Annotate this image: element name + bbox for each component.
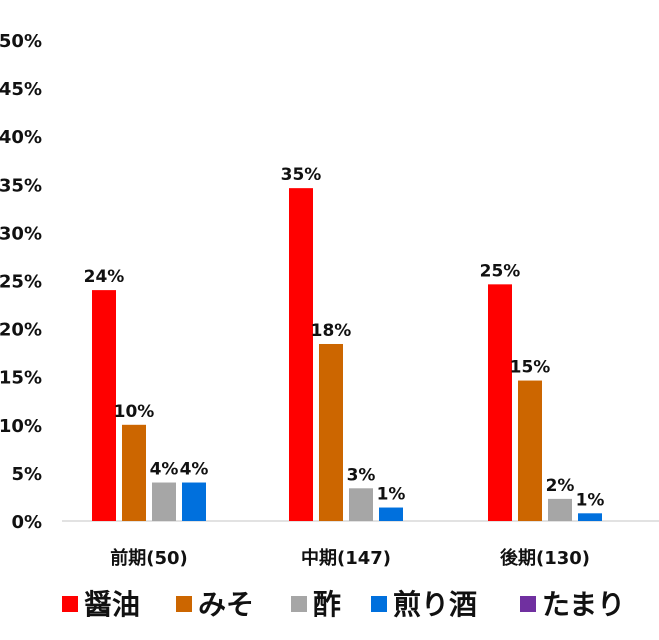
- bar: [152, 482, 176, 521]
- bar: [122, 424, 146, 521]
- y-tick-label: 45%: [0, 79, 42, 100]
- y-tick-label: 35%: [0, 175, 42, 196]
- legend-swatch: [291, 596, 307, 612]
- bar: [319, 343, 343, 521]
- legend-label: みそ: [198, 588, 254, 621]
- y-tick-label: 30%: [0, 223, 42, 244]
- data-label: 35%: [281, 165, 322, 185]
- y-tick-label: 40%: [0, 127, 42, 148]
- bar: [349, 488, 373, 521]
- bar: [518, 380, 542, 521]
- legend-swatch: [176, 596, 192, 612]
- data-label: 2%: [546, 476, 575, 496]
- legend-label: 煎り酒: [393, 588, 477, 621]
- y-tick-label: 15%: [0, 368, 42, 389]
- data-label: 1%: [377, 485, 406, 505]
- legend-swatch: [371, 596, 387, 612]
- data-label: 18%: [311, 321, 352, 341]
- bar: [379, 507, 403, 521]
- data-label: 10%: [114, 402, 155, 422]
- y-tick-label: 10%: [0, 416, 42, 437]
- data-label: 4%: [150, 460, 179, 480]
- data-label: 25%: [480, 261, 521, 281]
- legend-swatch: [62, 596, 78, 612]
- bar: [92, 290, 116, 521]
- data-label: 1%: [576, 490, 605, 510]
- data-label: 3%: [347, 465, 376, 485]
- bar: [578, 513, 602, 521]
- legend-label: たまり: [542, 588, 625, 621]
- data-label: 24%: [84, 267, 125, 287]
- data-label: 4%: [180, 460, 209, 480]
- y-tick-label: 5%: [11, 464, 42, 485]
- legend-swatch: [520, 596, 536, 612]
- bar: [548, 498, 572, 521]
- x-category-label: 前期(50): [110, 547, 188, 569]
- legend-label: 酢: [313, 588, 341, 621]
- bar: [289, 188, 313, 521]
- legend-label: 醤油: [84, 588, 140, 621]
- y-tick-label: 50%: [0, 31, 42, 52]
- bar: [488, 284, 512, 521]
- y-tick-label: 0%: [11, 512, 42, 533]
- x-category-label: 後期(130): [500, 547, 590, 569]
- data-label: 15%: [510, 358, 551, 378]
- y-tick-label: 20%: [0, 320, 42, 341]
- x-category-label: 中期(147): [301, 547, 391, 569]
- bar: [182, 482, 206, 521]
- y-tick-label: 25%: [0, 272, 42, 293]
